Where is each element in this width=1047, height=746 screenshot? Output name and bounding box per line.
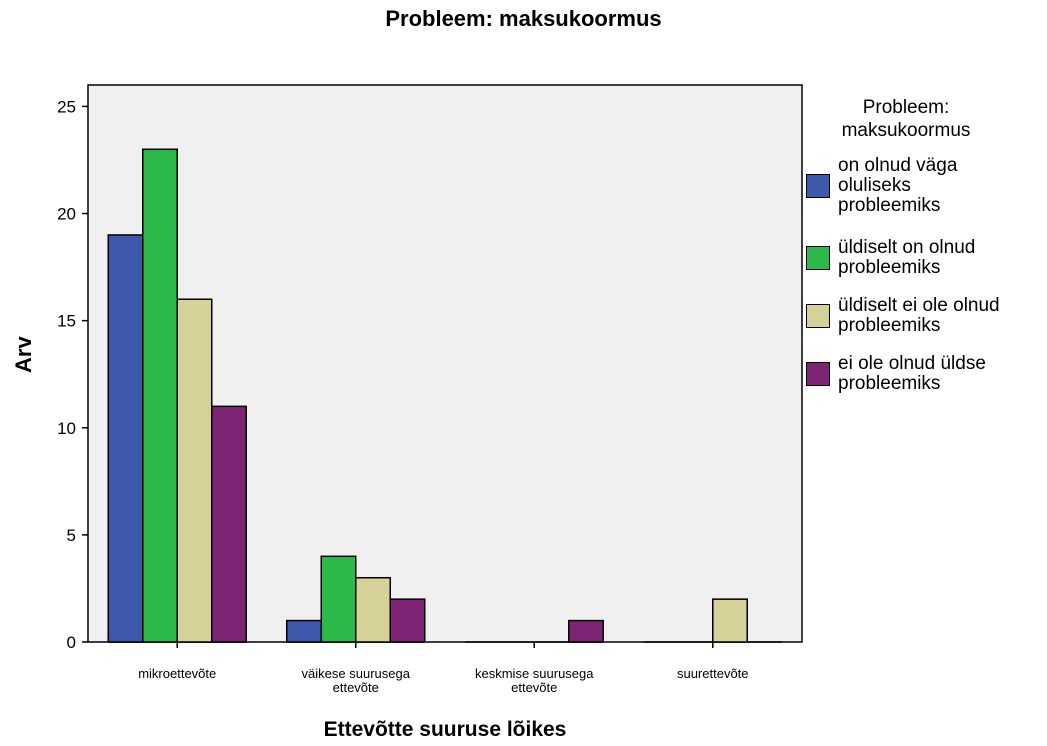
- legend-item: üldiselt on olnud probleemiks: [806, 238, 1038, 278]
- legend-item: on olnud väga oluliseks probleemiks: [806, 156, 1038, 216]
- legend-title: Probleem: maksukoormus: [806, 96, 1006, 142]
- bar: [355, 576, 391, 643]
- legend-swatch: [806, 246, 830, 270]
- legend-swatch: [806, 304, 830, 328]
- legend-label: üldiselt ei ole olnud probleemiks: [838, 295, 1000, 336]
- legend-label: on olnud väga oluliseks probleemiks: [838, 155, 958, 216]
- legend-title-line: maksukoormus: [841, 120, 971, 141]
- bar: [320, 555, 357, 643]
- bar: [211, 405, 247, 643]
- legend-swatch: [806, 362, 830, 386]
- bar: [389, 598, 426, 643]
- legend-title-line: Probleem:: [862, 97, 950, 118]
- legend: Probleem: maksukoormus on olnud väga oluli…: [802, 96, 1047, 394]
- y-tick-label: 0: [67, 633, 76, 652]
- y-tick-label: 25: [57, 97, 76, 116]
- legend-item: ei ole olnud üldse probleemiks: [806, 354, 1038, 394]
- y-tick-label: 10: [57, 419, 76, 438]
- x-tick-label: suurettevõte: [677, 666, 749, 681]
- y-axis-label: Arv: [11, 336, 36, 373]
- legend-label: üldiselt on olnud probleemiks: [838, 237, 976, 278]
- bar: [142, 148, 178, 643]
- legend-label: ei ole olnud üldse probleemiks: [838, 353, 986, 394]
- y-tick-label: 15: [57, 312, 76, 331]
- y-tick-label: 5: [67, 526, 76, 545]
- x-tick-label: ettevõte: [511, 680, 557, 695]
- x-tick-label: ettevõte: [333, 680, 379, 695]
- legend-item: üldiselt ei ole olnud probleemiks: [806, 296, 1038, 336]
- x-tick-label: keskmise suurusega: [475, 666, 594, 681]
- bar: [176, 298, 213, 643]
- bar: [712, 598, 748, 643]
- x-tick-label: väikese suurusega: [302, 666, 411, 681]
- y-tick-label: 20: [57, 205, 76, 224]
- legend-swatch: [806, 174, 830, 198]
- bar: [107, 234, 144, 643]
- bar: [568, 619, 604, 643]
- x-axis-label: Ettevõtte suuruse lõikes: [323, 718, 567, 741]
- x-tick-label: mikroettevõte: [138, 666, 216, 681]
- bar: [286, 619, 322, 643]
- chart-title: Probleem: maksukoormus: [385, 6, 662, 31]
